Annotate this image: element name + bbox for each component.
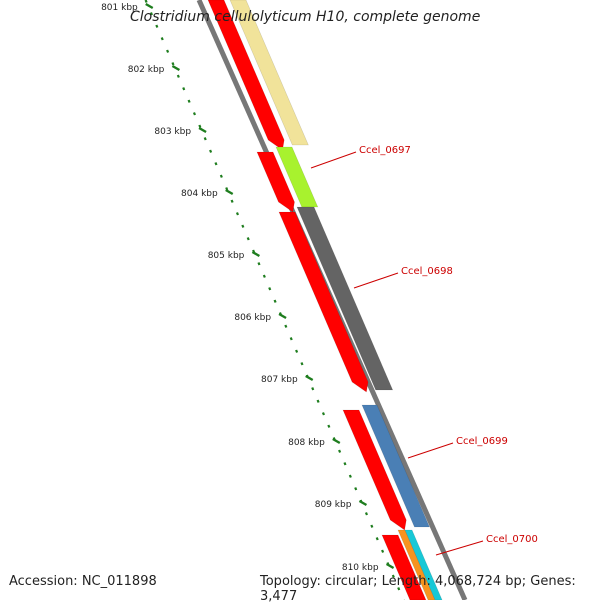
minor-tick [343, 462, 347, 466]
gene-label: Ccel_0700 [486, 534, 538, 545]
major-tick [145, 2, 154, 10]
kbp-label: 804 kbp [181, 189, 218, 199]
minor-tick [149, 12, 153, 16]
minor-tick [209, 149, 213, 153]
minor-tick [311, 387, 315, 391]
gene-label: Ccel_0698 [401, 266, 453, 277]
minor-tick [182, 87, 186, 91]
minor-tick [246, 237, 250, 241]
gene-block [275, 146, 319, 208]
kbp-label: 806 kbp [234, 313, 271, 323]
gene-label: Ccel_0699 [456, 436, 508, 447]
minor-tick [300, 362, 304, 366]
gene-block [229, 0, 309, 146]
kbp-label: 808 kbp [288, 438, 325, 448]
major-tick [171, 64, 181, 72]
accession-label: Accession: NC_011898 [9, 574, 157, 589]
minor-tick [144, 0, 148, 3]
minor-tick [171, 62, 175, 66]
major-tick [251, 250, 260, 258]
minor-tick [187, 99, 191, 103]
cds-arrow [342, 409, 407, 531]
cds-arrow [278, 211, 369, 393]
minor-tick [327, 424, 331, 428]
kbp-label: 801 kbp [101, 3, 138, 13]
minor-tick [391, 574, 395, 578]
minor-tick [235, 212, 239, 216]
kbp-label: 809 kbp [315, 500, 352, 510]
kbp-label: 805 kbp [208, 251, 245, 261]
kbp-label: 803 kbp [154, 127, 191, 137]
major-tick [225, 188, 234, 196]
callout-line [407, 442, 454, 459]
major-tick [332, 437, 341, 445]
gene-callouts: Ccel_0697 Ccel_0698 Ccel_0699 Ccel_0700 [310, 145, 538, 556]
callout-line [310, 151, 357, 169]
minor-tick [166, 49, 170, 53]
minor-tick [219, 174, 223, 178]
minor-tick [160, 37, 164, 41]
kbp-label: 810 kbp [342, 563, 379, 573]
major-tick [278, 312, 287, 320]
minor-tick [295, 349, 299, 353]
minor-tick [155, 24, 159, 28]
minor-tick [321, 412, 325, 416]
minor-tick [284, 324, 288, 328]
kbp-tick-track: 801 kbp 802 kbp 803 kbp 804 kbp 805 kbp 806 k… [101, 0, 406, 603]
minor-tick [289, 337, 293, 341]
genome-title: Clostridium cellulolyticum H10, complete… [130, 9, 481, 25]
minor-tick [338, 449, 342, 453]
minor-tick [364, 512, 368, 516]
callout-line [353, 272, 399, 289]
minor-tick [375, 537, 379, 541]
major-tick [198, 126, 207, 134]
minor-tick [214, 162, 218, 166]
minor-tick [257, 262, 261, 266]
minor-tick [176, 74, 180, 78]
gene-track [229, 0, 443, 601]
minor-tick [381, 549, 385, 553]
callout-line [435, 540, 484, 556]
minor-tick [192, 112, 196, 116]
minor-tick [316, 399, 320, 403]
major-tick [358, 499, 368, 507]
cds-arrow [207, 0, 285, 151]
minor-tick [230, 199, 234, 203]
minor-tick [198, 124, 202, 128]
minor-tick [268, 287, 272, 291]
minor-tick [397, 587, 401, 591]
minor-tick [262, 274, 266, 278]
major-tick [305, 374, 314, 382]
kbp-label: 807 kbp [261, 375, 298, 385]
kbp-label: 802 kbp [128, 65, 165, 75]
gene-block [296, 206, 394, 391]
major-tick [385, 562, 395, 570]
minor-tick [354, 487, 358, 491]
gene-block [361, 404, 430, 528]
minor-tick [348, 474, 352, 478]
gene-label: Ccel_0697 [359, 145, 411, 156]
minor-tick [203, 137, 207, 141]
cds-track [207, 0, 427, 601]
minor-tick [273, 299, 277, 303]
cds-arrow [256, 151, 295, 213]
minor-tick [241, 224, 245, 228]
minor-tick [370, 524, 374, 528]
